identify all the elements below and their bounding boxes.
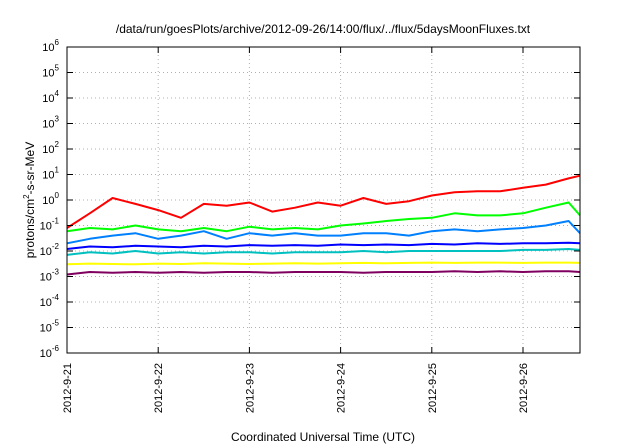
- y-tick-label-exp: -6: [52, 344, 60, 353]
- series-line-1: [66, 174, 581, 229]
- y-tick-label-base: 10: [42, 195, 54, 207]
- x-axis-label: Coordinated Universal Time (UTC): [231, 430, 415, 444]
- y-tick-label: 100: [42, 191, 59, 207]
- x-tick-label: 2012-9-26: [518, 363, 530, 413]
- x-tick-label: 2012-9-24: [336, 363, 348, 413]
- chart-title: /data/run/goesPlots/archive/2012-09-26/1…: [116, 22, 531, 36]
- y-tick-label-base: 10: [42, 119, 54, 131]
- series-line-7: [66, 270, 581, 276]
- grid: [67, 47, 580, 353]
- y-tick-label-base: 10: [42, 42, 54, 54]
- y-tick-label-exp: 3: [55, 115, 60, 124]
- y-tick-label: 10-5: [40, 319, 60, 335]
- y-tick-label-base: 10: [40, 348, 52, 360]
- series-line-4: [66, 241, 581, 250]
- y-tick-label-base: 10: [40, 323, 52, 335]
- y-tick-label-exp: 6: [55, 38, 60, 47]
- y-tick-label-base: 10: [40, 246, 52, 258]
- y-tick-label-exp: 2: [55, 140, 60, 149]
- y-tick-label-base: 10: [42, 93, 54, 105]
- y-tick-label: 10-3: [40, 268, 60, 284]
- y-tick-label-exp: 4: [55, 89, 60, 98]
- y-tick-label-base: 10: [42, 144, 54, 156]
- y-tick-label: 102: [42, 140, 59, 156]
- y-axis-label-rest: -s-sr-MeV: [23, 142, 37, 195]
- y-tick-label-base: 10: [40, 221, 52, 233]
- ticks: [66, 46, 580, 354]
- y-tick-label-exp: -5: [52, 319, 60, 328]
- series-group: [66, 174, 581, 276]
- y-tick-label: 10-2: [40, 242, 60, 258]
- y-axis-label-base: protons/cm: [23, 199, 37, 258]
- y-tick-label-exp: -1: [52, 217, 60, 226]
- y-tick-label-exp: 0: [55, 191, 60, 200]
- y-tick-label: 10-6: [40, 344, 60, 360]
- x-tick-label: 2012-9-25: [427, 363, 439, 413]
- y-tick-label: 104: [42, 89, 59, 105]
- x-tick-labels: 2012-9-21 2012-9-22 2012-9-23 2012-9-24 2012…: [62, 363, 530, 413]
- y-tick-label: 103: [42, 115, 59, 131]
- y-tick-label-exp: 1: [55, 166, 60, 175]
- y-tick-label-base: 10: [40, 297, 52, 309]
- y-tick-label: 10-4: [40, 293, 60, 309]
- x-tick-label: 2012-9-22: [153, 363, 165, 413]
- series-line-2: [66, 201, 581, 233]
- y-axis-label: protons/cm2-s-sr-MeV: [22, 142, 37, 258]
- y-tick-label-exp: -3: [52, 268, 60, 277]
- y-axis-label-sup: 2: [22, 194, 31, 199]
- y-tick-label: 106: [42, 38, 59, 54]
- y-tick-labels: 10-610-510-410-310-210-11001011021031041…: [40, 38, 60, 360]
- x-tick-label: 2012-9-23: [244, 363, 256, 413]
- y-tick-label-exp: -4: [52, 293, 60, 302]
- series-line-6: [66, 261, 581, 266]
- y-tick-label-exp: 5: [55, 64, 60, 73]
- y-tick-label-base: 10: [40, 272, 52, 284]
- x-tick-label: 2012-9-21: [62, 363, 74, 413]
- series-line-5: [66, 248, 581, 256]
- y-tick-label-base: 10: [42, 170, 54, 182]
- y-tick-label: 10-1: [40, 217, 60, 233]
- y-tick-label-base: 10: [42, 68, 54, 80]
- y-tick-label: 101: [42, 166, 59, 182]
- y-tick-label-exp: -2: [52, 242, 60, 251]
- series-line-3: [66, 220, 581, 245]
- y-tick-label: 105: [42, 64, 59, 80]
